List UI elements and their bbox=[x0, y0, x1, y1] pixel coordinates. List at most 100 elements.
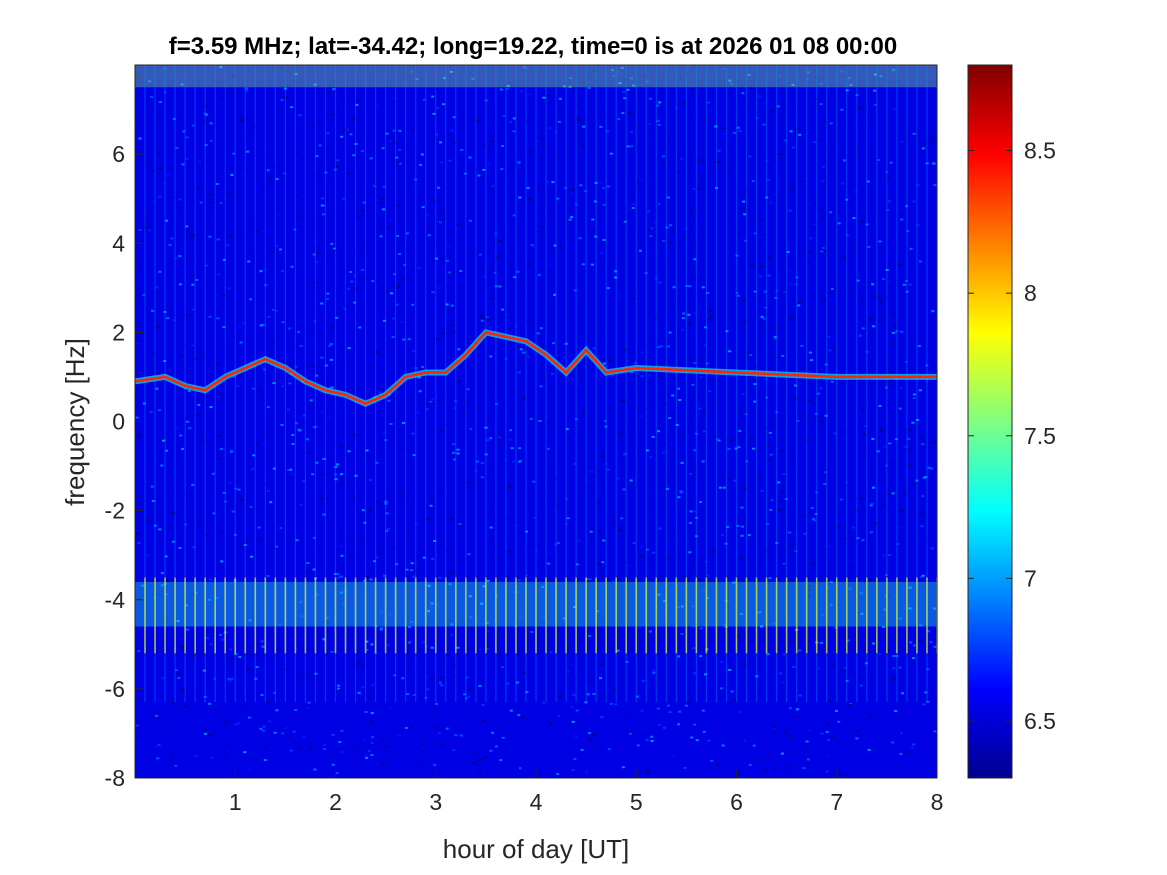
noise-speckle bbox=[532, 239, 536, 242]
noise-speckle bbox=[524, 85, 528, 88]
noise-speckle bbox=[393, 97, 396, 100]
noise-speckle bbox=[514, 360, 517, 363]
noise-speckle bbox=[686, 677, 690, 680]
noise-speckle bbox=[643, 140, 647, 143]
noise-speckle bbox=[736, 126, 740, 129]
noise-speckle bbox=[696, 559, 700, 561]
noise-speckle bbox=[632, 542, 636, 545]
noise-speckle bbox=[342, 360, 346, 363]
noise-speckle bbox=[628, 732, 632, 735]
noise-speckle bbox=[831, 148, 835, 151]
noise-speckle bbox=[478, 684, 482, 687]
noise-speckle bbox=[481, 93, 485, 96]
colorbar-ticks: 6.577.588.5 bbox=[968, 138, 1056, 734]
noise-speckle bbox=[873, 275, 877, 278]
noise-speckle bbox=[895, 330, 899, 333]
noise-speckle bbox=[772, 325, 776, 328]
noise-speckle bbox=[852, 217, 856, 220]
noise-speckle bbox=[639, 554, 643, 557]
noise-speckle bbox=[249, 653, 252, 656]
noise-speckle bbox=[370, 754, 374, 757]
noise-speckle bbox=[468, 156, 472, 159]
noise-speckle bbox=[361, 664, 365, 667]
noise-speckle bbox=[637, 181, 641, 184]
noise-speckle bbox=[849, 135, 853, 138]
noise-speckle bbox=[517, 653, 521, 656]
noise-speckle bbox=[814, 388, 817, 391]
noise-speckle bbox=[361, 269, 364, 272]
noise-speckle bbox=[406, 693, 410, 696]
noise-speckle bbox=[435, 133, 439, 136]
noise-speckle bbox=[275, 178, 279, 181]
noise-speckle bbox=[452, 116, 456, 119]
noise-speckle bbox=[476, 194, 480, 197]
noise-speckle bbox=[606, 468, 610, 471]
noise-speckle bbox=[456, 223, 460, 226]
noise-speckle bbox=[410, 569, 414, 572]
noise-speckle bbox=[249, 505, 253, 508]
noise-speckle bbox=[209, 643, 213, 646]
noise-speckle bbox=[743, 213, 747, 216]
noise-speckle bbox=[453, 400, 457, 403]
noise-speckle bbox=[205, 618, 209, 621]
noise-speckle bbox=[311, 473, 315, 476]
noise-speckle bbox=[547, 562, 551, 565]
noise-speckle bbox=[667, 453, 671, 456]
noise-speckle bbox=[287, 469, 290, 471]
noise-speckle bbox=[781, 355, 785, 357]
noise-speckle bbox=[861, 327, 865, 330]
noise-speckle bbox=[518, 658, 522, 661]
noise-speckle bbox=[702, 430, 706, 433]
noise-speckle bbox=[402, 71, 406, 74]
noise-speckle bbox=[864, 425, 867, 428]
noise-speckle bbox=[228, 679, 232, 682]
noise-speckle bbox=[491, 297, 495, 300]
noise-speckle bbox=[687, 323, 691, 326]
noise-speckle bbox=[448, 583, 452, 586]
noise-speckle bbox=[513, 276, 517, 279]
noise-speckle bbox=[922, 476, 926, 479]
noise-speckle bbox=[656, 707, 660, 710]
noise-speckle bbox=[575, 418, 578, 421]
noise-speckle bbox=[798, 133, 801, 136]
noise-speckle bbox=[376, 196, 379, 199]
noise-speckle bbox=[631, 191, 635, 194]
noise-speckle bbox=[790, 640, 794, 643]
noise-speckle bbox=[671, 341, 675, 344]
noise-speckle bbox=[239, 672, 243, 675]
noise-speckle bbox=[329, 358, 333, 361]
noise-speckle bbox=[273, 539, 277, 542]
noise-speckle bbox=[435, 726, 439, 729]
noise-speckle bbox=[840, 108, 844, 111]
noise-speckle bbox=[636, 695, 640, 698]
noise-speckle bbox=[777, 74, 781, 77]
noise-speckle bbox=[523, 398, 527, 400]
noise-speckle bbox=[281, 385, 284, 388]
noise-speckle bbox=[750, 264, 753, 267]
noise-speckle bbox=[746, 351, 750, 354]
noise-speckle bbox=[650, 740, 654, 742]
noise-speckle bbox=[650, 735, 654, 738]
noise-speckle bbox=[813, 223, 816, 226]
noise-speckle bbox=[455, 701, 459, 704]
noise-speckle bbox=[837, 326, 841, 329]
noise-speckle bbox=[845, 481, 849, 484]
noise-speckle bbox=[463, 413, 467, 415]
noise-speckle bbox=[685, 704, 688, 707]
noise-speckle bbox=[602, 539, 606, 542]
noise-speckle bbox=[338, 688, 342, 691]
noise-speckle bbox=[185, 225, 189, 228]
noise-speckle bbox=[239, 545, 243, 548]
noise-speckle bbox=[155, 319, 159, 322]
noise-speckle bbox=[266, 575, 270, 577]
noise-speckle bbox=[674, 160, 677, 163]
noise-speckle bbox=[298, 747, 302, 750]
noise-speckle bbox=[792, 716, 796, 719]
noise-speckle bbox=[659, 357, 663, 360]
noise-speckle bbox=[255, 700, 259, 703]
noise-speckle bbox=[839, 498, 843, 501]
noise-speckle bbox=[668, 417, 672, 420]
noise-speckle bbox=[550, 210, 554, 213]
noise-speckle bbox=[257, 389, 261, 392]
noise-speckle bbox=[176, 672, 180, 675]
